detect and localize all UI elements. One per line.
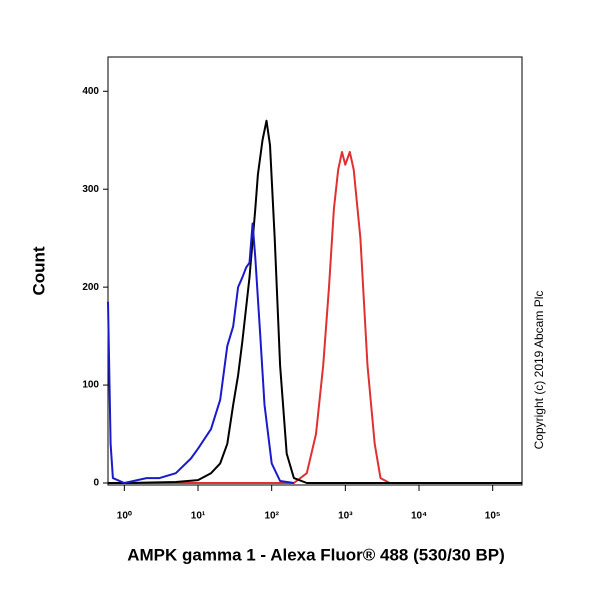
x-tick-label: 10³ <box>338 511 353 522</box>
histogram-line <box>107 222 295 484</box>
x-axis-title: AMPK gamma 1 - Alexa Fluor® 488 (530/30 … <box>127 545 505 564</box>
y-tick-label: 400 <box>82 86 99 97</box>
histogram-line <box>108 151 522 484</box>
x-tick-label: 10¹ <box>191 511 206 522</box>
y-axis-title: Count <box>29 246 48 295</box>
x-tick-label: 10² <box>264 511 279 522</box>
y-tick-label: 200 <box>82 282 99 293</box>
y-tick-label: 0 <box>93 478 99 489</box>
y-tick-label: 100 <box>82 380 99 391</box>
y-tick-label: 300 <box>82 184 99 195</box>
plot-frame <box>107 56 523 486</box>
histogram-line <box>108 119 522 484</box>
x-tick-label: 10⁵ <box>485 511 501 522</box>
x-tick-label: 10⁰ <box>117 511 132 522</box>
copyright: Copyright (c) 2019 Abcam Plc <box>532 291 546 450</box>
x-tick-label: 10⁴ <box>411 511 427 522</box>
